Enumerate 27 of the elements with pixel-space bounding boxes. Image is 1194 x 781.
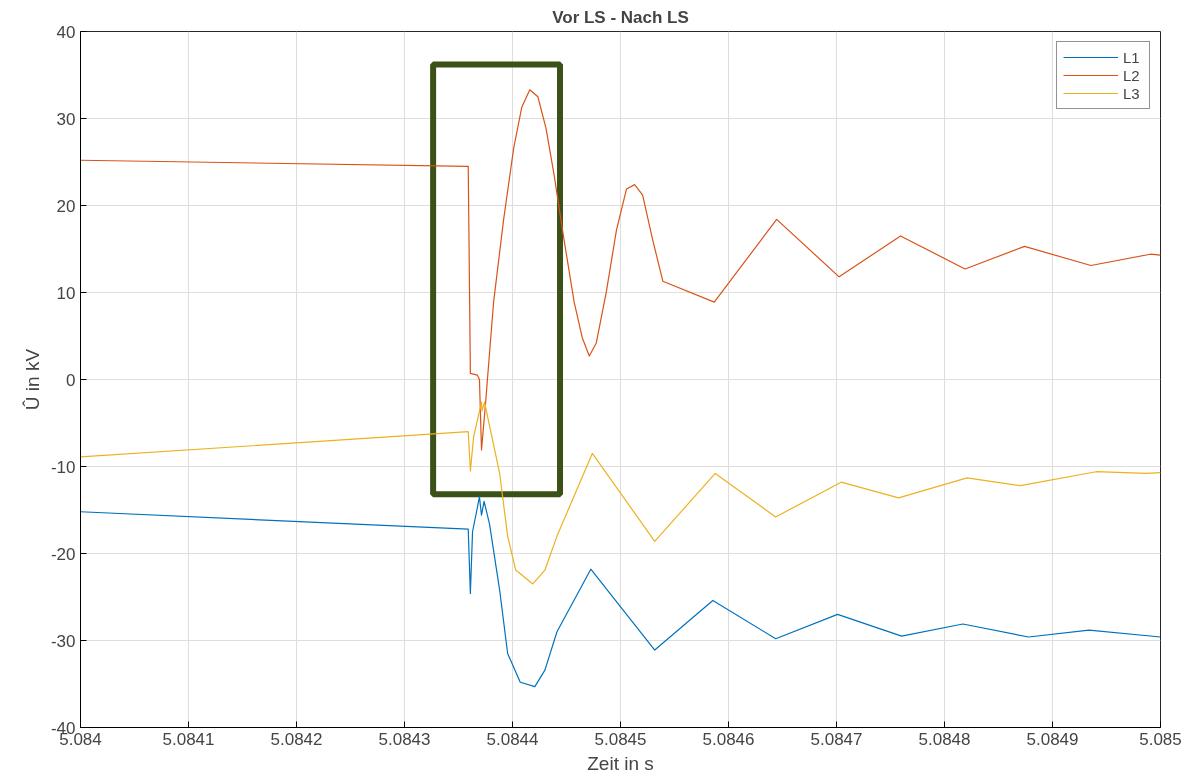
y-tick-label: -20: [50, 544, 76, 564]
x-tick-label: 5.0846: [702, 729, 755, 749]
y-tick-label: 30: [56, 109, 76, 129]
y-tick-label: 20: [56, 196, 76, 216]
x-tick-label: 5.0849: [1026, 729, 1079, 749]
legend-label: L1: [1123, 48, 1141, 66]
x-tick-label: 5.0845: [594, 729, 647, 749]
x-tick-label: 5.0843: [378, 729, 431, 749]
x-tick-label: 5.0848: [918, 729, 971, 749]
line-series: [80, 89, 1161, 451]
legend-label: L3: [1123, 84, 1141, 102]
x-axis-title: Zeit in s: [587, 752, 654, 774]
x-tick-label: 5.085: [1139, 729, 1182, 749]
legend-label: L2: [1123, 66, 1141, 84]
chart-title: Vor LS - Nach LS: [552, 7, 689, 27]
y-tick-label: 0: [66, 370, 76, 390]
y-tick-label: -30: [50, 631, 76, 651]
line-series: [80, 401, 1161, 585]
y-axis-title: Û in kV: [21, 348, 43, 411]
line-series: [80, 496, 1161, 688]
y-tick-label: -10: [50, 457, 76, 477]
x-tick-label: 5.0844: [486, 729, 539, 749]
x-tick-label: 5.0841: [162, 729, 215, 749]
x-tick-label: 5.0842: [270, 729, 323, 749]
x-tick-label: 5.0847: [810, 729, 863, 749]
y-tick-label: 40: [56, 22, 76, 42]
y-tick-label: 10: [56, 283, 76, 303]
